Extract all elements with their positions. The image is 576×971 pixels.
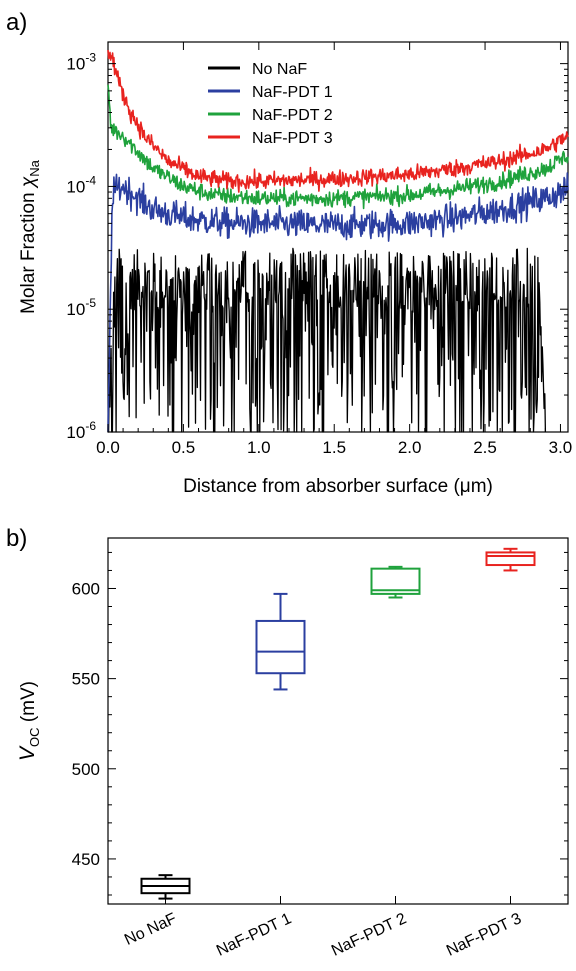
x-category-label-no-naf: No NaF <box>122 910 179 949</box>
x-category-label-naf-pdt-1: NaF-PDT 1 <box>214 910 294 960</box>
panel-a-x-axis-title: Distance from absorber surface (μm) <box>183 476 493 497</box>
x-tick-label: 3.0 <box>549 438 573 457</box>
series-line-no-naf <box>107 247 547 433</box>
panel-a-y-axis-title-prefix: Molar Fraction <box>18 187 39 314</box>
y-tick-label: 600 <box>72 579 100 598</box>
panel-b-y-axis-title: VOC (mV) <box>16 681 42 761</box>
x-tick-label: 0.0 <box>96 438 120 457</box>
panel-b-y-axis-title-subscript: OC <box>27 727 42 747</box>
panel-a-y-axis-title-subscript: Na <box>27 159 42 176</box>
series-line-naf-pdt-2 <box>107 84 569 210</box>
panel-b-y-axis-title-unit: (mV) <box>18 681 39 727</box>
legend-label-naf-pdt-1: NaF-PDT 1 <box>252 84 333 101</box>
x-tick-label: 2.5 <box>473 438 497 457</box>
panel-a-legend: No NaF NaF-PDT 1 NaF-PDT 2 NaF-PDT 3 <box>208 61 333 147</box>
panel-a-series-group <box>107 49 569 433</box>
x-category-label-naf-pdt-3: NaF-PDT 3 <box>444 910 524 960</box>
legend-label-naf-pdt-2: NaF-PDT 2 <box>252 107 333 124</box>
legend-label-no-naf: No NaF <box>252 61 307 78</box>
x-category-label-naf-pdt-2: NaF-PDT 2 <box>329 910 409 960</box>
panel-b-box-group <box>140 547 536 900</box>
box-iqr-naf-pdt-1 <box>255 619 306 675</box>
panel-a-ticks: 0.0 0.5 1.0 1.5 2.0 2.5 3.0 10-6 10-5 10-4 10-3 <box>66 42 572 457</box>
y-tick-label: 10-6 <box>66 419 96 442</box>
panel-b-plot-frame <box>107 537 569 905</box>
x-tick-label: 2.0 <box>398 438 422 457</box>
panel-a-plot-frame <box>107 41 569 433</box>
y-tick-label: 550 <box>72 670 100 689</box>
panel-a-label: a) <box>6 9 27 36</box>
panel-a-y-axis-title: Molar Fraction χNa <box>18 159 42 313</box>
y-tick-label: 450 <box>72 850 100 869</box>
panel-a-chart: 0.0 0.5 1.0 1.5 2.0 2.5 3.0 10-6 10-5 10-4 10-3 No… <box>18 41 572 497</box>
panel-b-chart: 450 500 550 600 No NaF NaF-PDT 1 NaF-PDT 2 NaF-… <box>16 537 569 960</box>
x-tick-label: 1.5 <box>322 438 346 457</box>
series-line-naf-pdt-1 <box>107 172 569 433</box>
panel-b-ticks: 450 500 550 600 No NaF NaF-PDT 1 NaF-PDT 2 NaF-… <box>72 551 568 960</box>
x-tick-label: 1.0 <box>247 438 271 457</box>
legend-label-naf-pdt-3: NaF-PDT 3 <box>252 130 333 147</box>
panel-b-y-axis-title-symbol: V <box>16 745 39 761</box>
x-tick-label: 0.5 <box>172 438 196 457</box>
y-tick-label: 10-4 <box>66 173 96 196</box>
y-tick-label: 10-3 <box>66 51 96 74</box>
series-line-naf-pdt-3 <box>107 49 569 193</box>
panel-a-y-axis-title-symbol: χ <box>18 176 39 189</box>
panel-b-label: b) <box>6 525 27 552</box>
y-tick-label: 10-5 <box>66 296 96 319</box>
y-tick-label: 500 <box>72 760 100 779</box>
box-iqr-naf-pdt-3 <box>485 551 536 567</box>
